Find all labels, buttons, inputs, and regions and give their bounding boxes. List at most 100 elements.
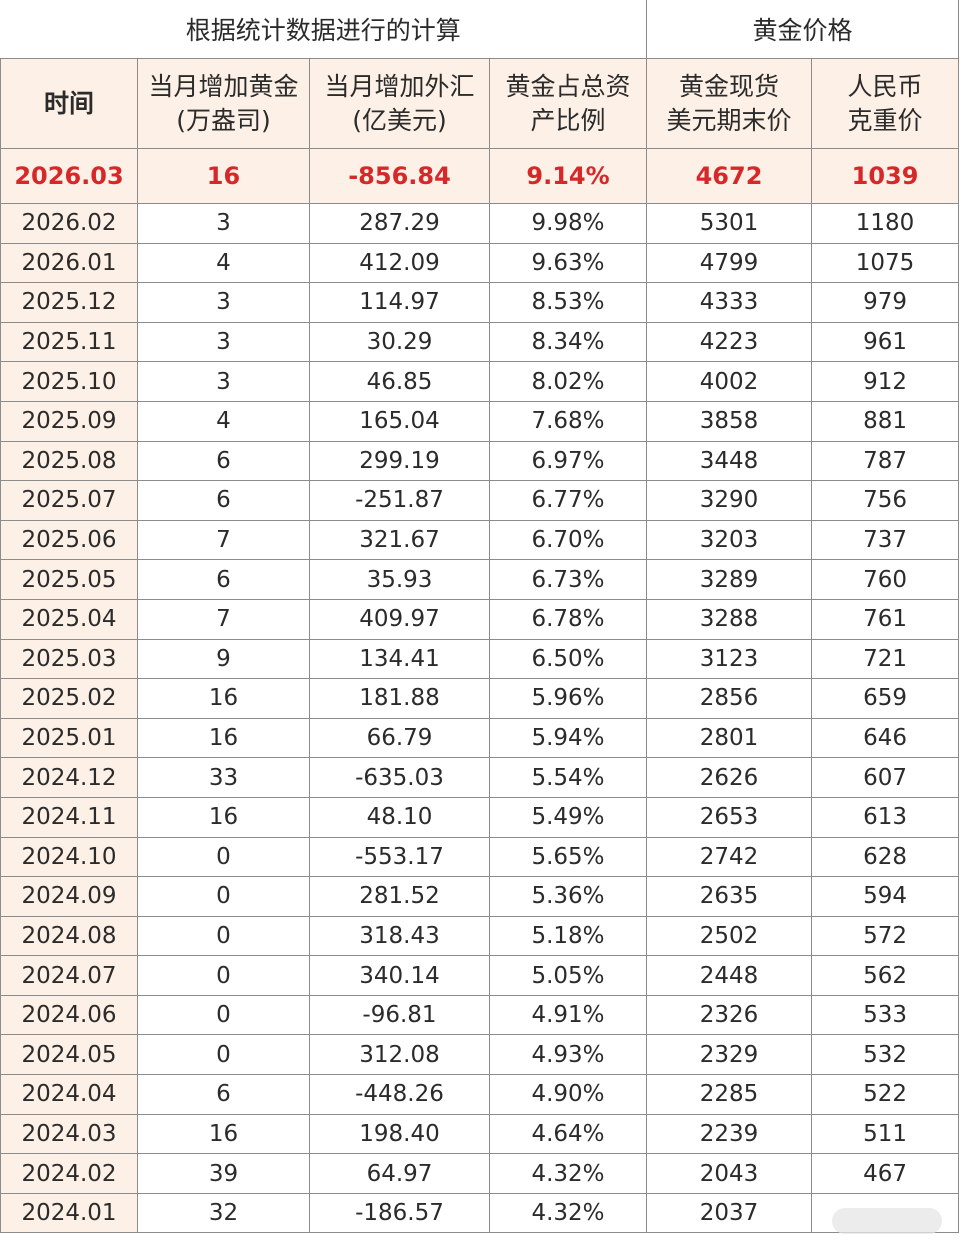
col-header-ratio: 黄金占总资 产比例 <box>488 58 648 149</box>
row-date: 2025.07 <box>0 480 138 521</box>
row-cny-price: 511 <box>811 1113 960 1155</box>
col-header-cny-price: 人民币 克重价 <box>811 58 960 149</box>
row-cny-price: 979 <box>811 282 960 323</box>
table-row: 2025.01 16 66.79 5.94% 2801 646 <box>0 717 960 759</box>
watermark-badge <box>832 1208 942 1234</box>
row-date: 2025.06 <box>0 519 138 561</box>
row-ratio: 5.36% <box>488 876 648 917</box>
row-usd-price: 2326 <box>646 994 813 1036</box>
table-row: 2024.01 32 -186.57 4.32% 2037 <box>0 1192 960 1234</box>
row-usd-price: 2653 <box>646 796 813 838</box>
row-ratio: 6.50% <box>488 638 648 680</box>
row-ratio: 5.05% <box>488 955 648 996</box>
row-gold-add: 16 <box>137 678 310 719</box>
row-gold-add: 0 <box>137 876 310 917</box>
row-ratio: 4.93% <box>488 1034 648 1076</box>
table-row: 2024.12 33 -635.03 5.54% 2626 607 <box>0 757 960 798</box>
col-header-fx-add-line2: (亿美元) <box>352 105 447 135</box>
row-date: 2026.01 <box>0 242 138 284</box>
row-usd-price: 4333 <box>646 282 813 323</box>
row-usd-price: 2285 <box>646 1074 813 1115</box>
row-fx-add: 409.97 <box>309 598 490 640</box>
row-date: 2024.05 <box>0 1034 138 1076</box>
row-date: 2024.06 <box>0 994 138 1036</box>
col-header-usd-price: 黄金现货 美元期末价 <box>646 58 813 149</box>
row-gold-add: 33 <box>137 757 310 798</box>
row-date: 2025.01 <box>0 717 138 759</box>
row-fx-add: 66.79 <box>309 717 490 759</box>
row-usd-price: 3290 <box>646 480 813 521</box>
col-header-usd-price-line1: 黄金现货 <box>679 71 780 101</box>
row-usd-price: 3448 <box>646 440 813 482</box>
row-usd-price: 4002 <box>646 361 813 402</box>
row-gold-add: 9 <box>137 638 310 680</box>
row-date: 2025.08 <box>0 440 138 482</box>
row-ratio: 6.70% <box>488 519 648 561</box>
table-row: 2024.05 0 312.08 4.93% 2329 532 <box>0 1034 960 1076</box>
row-fx-add: -448.26 <box>309 1074 490 1115</box>
table-row: 2024.04 6 -448.26 4.90% 2285 522 <box>0 1074 960 1115</box>
row-gold-add: 6 <box>137 1074 310 1115</box>
row-fx-add: -635.03 <box>309 757 490 798</box>
row-ratio: 4.32% <box>488 1153 648 1194</box>
highlight-fx-add: -856.84 <box>309 148 490 204</box>
row-gold-add: 3 <box>137 203 310 244</box>
row-fx-add: 114.97 <box>309 282 490 323</box>
row-gold-add: 0 <box>137 915 310 957</box>
table-row: 2025.12 3 114.97 8.53% 4333 979 <box>0 282 960 323</box>
row-ratio: 4.90% <box>488 1074 648 1115</box>
row-cny-price: 572 <box>811 915 960 957</box>
row-fx-add: 30.29 <box>309 321 490 363</box>
row-cny-price: 594 <box>811 876 960 917</box>
row-date: 2024.07 <box>0 955 138 996</box>
row-gold-add: 39 <box>137 1153 310 1194</box>
row-usd-price: 2037 <box>646 1192 813 1234</box>
table-row: 2024.07 0 340.14 5.05% 2448 562 <box>0 955 960 996</box>
row-gold-add: 3 <box>137 361 310 402</box>
row-date: 2024.08 <box>0 915 138 957</box>
table-row: 2024.08 0 318.43 5.18% 2502 572 <box>0 915 960 957</box>
row-usd-price: 3203 <box>646 519 813 561</box>
row-usd-price: 3289 <box>646 559 813 600</box>
group-header-row: 根据统计数据进行的计算 黄金价格 <box>0 0 960 59</box>
row-ratio: 5.18% <box>488 915 648 957</box>
row-usd-price: 2626 <box>646 757 813 798</box>
row-fx-add: 287.29 <box>309 203 490 244</box>
row-date: 2025.09 <box>0 400 138 442</box>
row-ratio: 5.54% <box>488 757 648 798</box>
row-date: 2025.04 <box>0 598 138 640</box>
col-header-time: 时间 <box>0 58 138 149</box>
row-date: 2024.02 <box>0 1153 138 1194</box>
row-date: 2024.09 <box>0 876 138 917</box>
row-cny-price: 737 <box>811 519 960 561</box>
table-row: 2025.11 3 30.29 8.34% 4223 961 <box>0 321 960 363</box>
row-cny-price: 1180 <box>811 203 960 244</box>
row-fx-add: 281.52 <box>309 876 490 917</box>
highlight-usd-price: 4672 <box>646 148 813 204</box>
table-row: 2025.05 6 35.93 6.73% 3289 760 <box>0 559 960 600</box>
row-cny-price: 721 <box>811 638 960 680</box>
row-usd-price: 3288 <box>646 598 813 640</box>
row-fx-add: 134.41 <box>309 638 490 680</box>
row-date: 2025.02 <box>0 678 138 719</box>
row-gold-add: 0 <box>137 1034 310 1076</box>
table-row: 2025.02 16 181.88 5.96% 2856 659 <box>0 678 960 719</box>
col-header-fx-add: 当月增加外汇 (亿美元) <box>309 58 490 149</box>
row-gold-add: 6 <box>137 440 310 482</box>
row-cny-price: 628 <box>811 836 960 878</box>
col-header-cny-price-line1: 人民币 <box>847 71 923 101</box>
row-gold-add: 7 <box>137 519 310 561</box>
row-cny-price: 787 <box>811 440 960 482</box>
row-ratio: 4.91% <box>488 994 648 1036</box>
row-date: 2024.11 <box>0 796 138 838</box>
row-fx-add: -251.87 <box>309 480 490 521</box>
col-header-usd-price-line2: 美元期末价 <box>666 105 792 135</box>
row-date: 2025.03 <box>0 638 138 680</box>
row-gold-add: 0 <box>137 836 310 878</box>
row-ratio: 6.73% <box>488 559 648 600</box>
row-usd-price: 2742 <box>646 836 813 878</box>
row-usd-price: 2801 <box>646 717 813 759</box>
table-row: 2026.01 4 412.09 9.63% 4799 1075 <box>0 242 960 284</box>
row-fx-add: 48.10 <box>309 796 490 838</box>
